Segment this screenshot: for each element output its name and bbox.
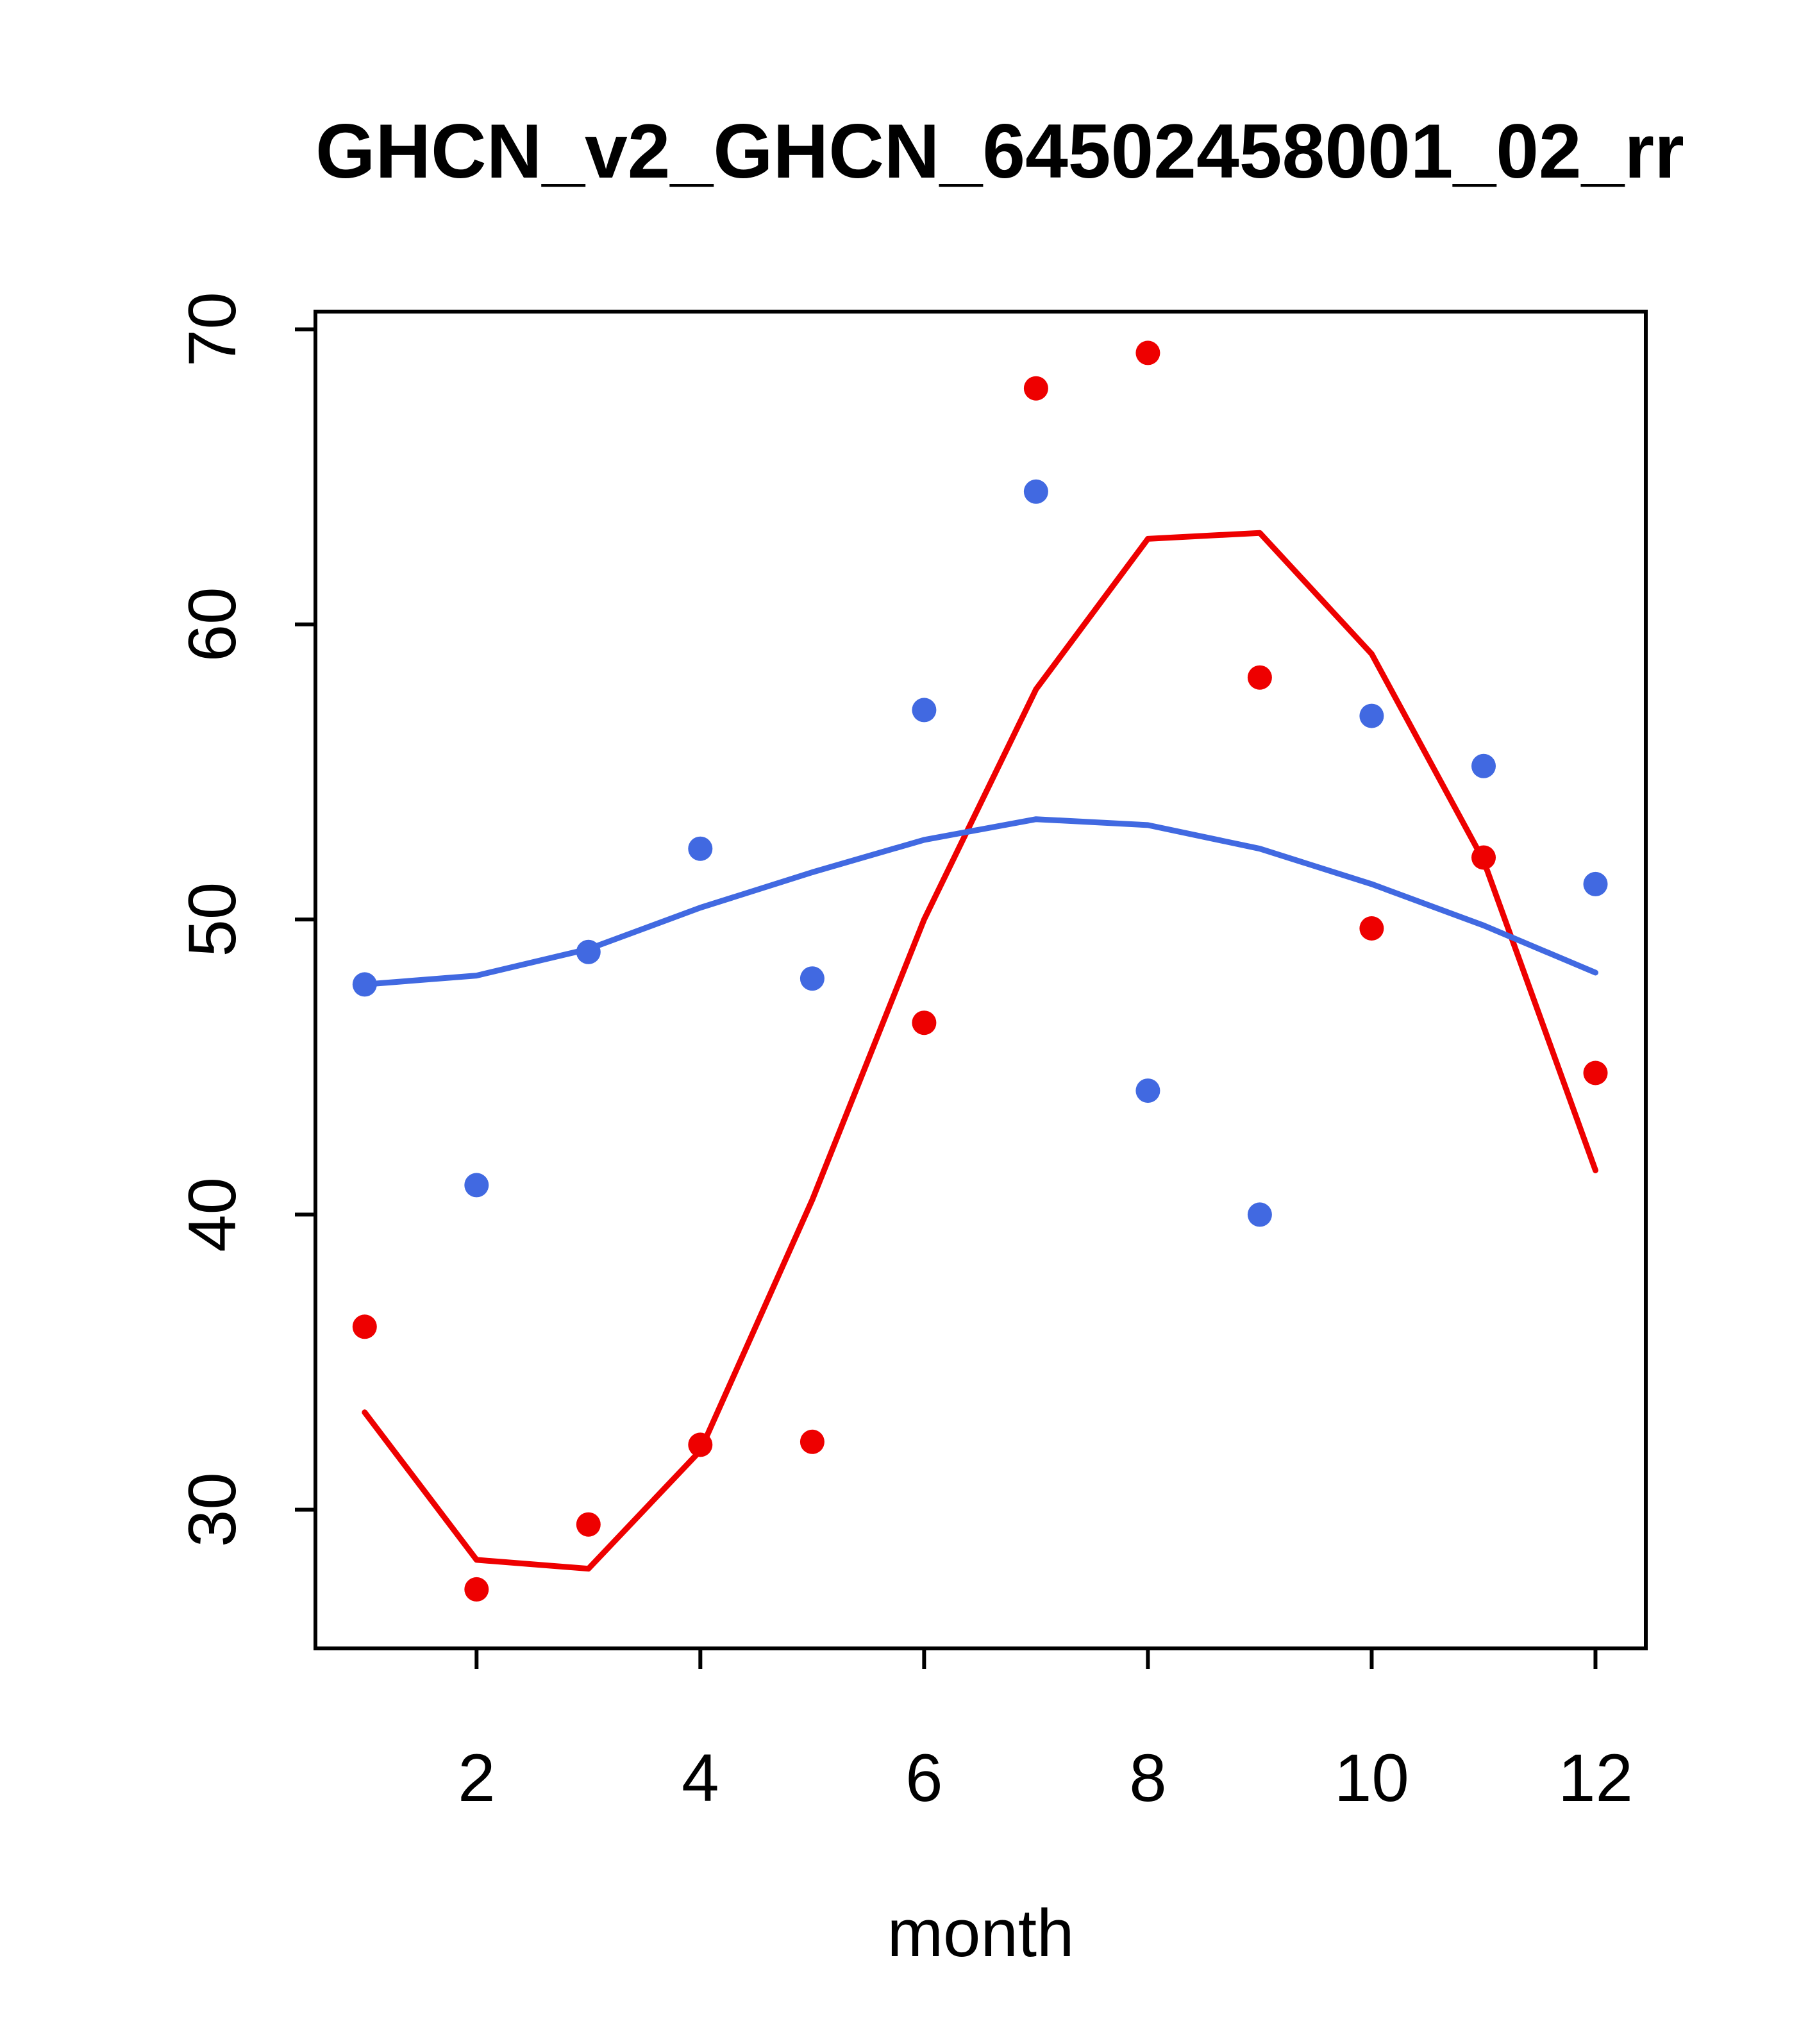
data-point: [912, 1010, 937, 1035]
data-point: [1359, 916, 1384, 941]
data-point: [1359, 703, 1384, 728]
y-axis: 30 40 50 60 70: [175, 292, 315, 1547]
y-tick-label: 40: [175, 1177, 250, 1252]
red-smooth-line: [362, 530, 1598, 1572]
data-point: [1583, 871, 1608, 896]
data-point: [1471, 753, 1496, 778]
x-axis: 2 4 6 8 10 12: [458, 1648, 1633, 1816]
x-tick-label: 8: [1129, 1741, 1166, 1816]
y-tick-label: 30: [175, 1472, 250, 1547]
x-tick-label: 4: [682, 1741, 719, 1816]
x-tick-label: 2: [458, 1741, 495, 1816]
data-point: [800, 1429, 825, 1454]
x-tick-label: 10: [1334, 1741, 1409, 1816]
x-axis-label: month: [887, 1896, 1075, 1971]
data-point: [1023, 479, 1048, 504]
data-point: [576, 1512, 601, 1537]
data-point: [1135, 340, 1160, 365]
y-tick-label: 60: [175, 587, 250, 662]
data-point: [1247, 665, 1272, 690]
data-point: [352, 972, 377, 997]
y-tick-label: 70: [175, 292, 250, 367]
data-point: [1023, 376, 1048, 401]
data-point: [464, 1577, 489, 1602]
blue-smooth-line: [362, 816, 1598, 987]
data-point: [800, 966, 825, 991]
red-points: [352, 340, 1608, 1602]
data-point: [688, 1432, 713, 1457]
chart-title: GHCN_v2_GHCN_64502458001_02_rr: [315, 108, 1684, 194]
data-point: [912, 698, 937, 723]
data-point: [1135, 1078, 1160, 1103]
data-point: [576, 939, 601, 964]
data-point: [688, 836, 713, 861]
x-tick-label: 12: [1558, 1741, 1633, 1816]
y-tick-label: 50: [175, 882, 250, 957]
data-point: [1247, 1202, 1272, 1227]
blue-points: [352, 479, 1608, 1227]
data-point: [1471, 845, 1496, 870]
data-point: [352, 1314, 377, 1339]
x-tick-label: 6: [905, 1741, 942, 1816]
data-point: [464, 1173, 489, 1198]
plot-box: [314, 310, 1648, 1650]
data-point: [1583, 1060, 1608, 1085]
